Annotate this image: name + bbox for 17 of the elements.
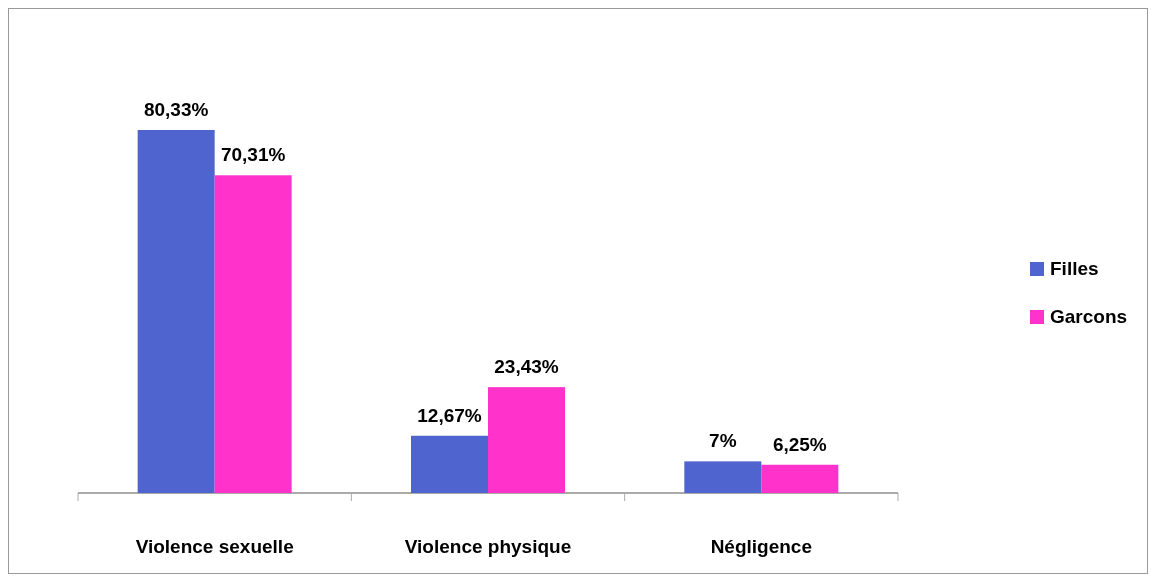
data-label: 7% [709, 430, 737, 452]
data-label: 70,31% [220, 144, 286, 166]
bar [761, 464, 839, 493]
bar [411, 435, 488, 493]
bar [137, 130, 215, 493]
bar [488, 387, 565, 493]
data-label: 6,25% [772, 433, 827, 455]
bar [684, 461, 762, 493]
data-label: 80,33% [143, 99, 209, 120]
data-label: 12,67% [417, 404, 482, 426]
x-tick-label: Violence sexuelle [135, 536, 294, 557]
data-label: 23,43% [494, 356, 559, 378]
legend-label: Garcons [1050, 306, 1128, 327]
x-tick-label: Violence physique [404, 536, 572, 557]
bar [214, 175, 292, 493]
x-tick-label: Négligence [710, 536, 813, 557]
legend-label: Filles [1050, 258, 1099, 279]
